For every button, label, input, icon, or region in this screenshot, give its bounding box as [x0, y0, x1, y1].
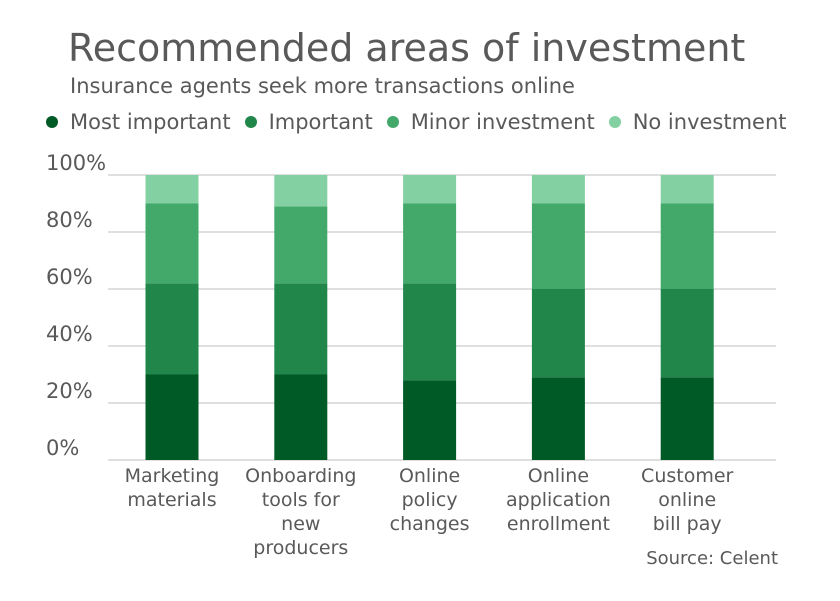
- x-tick-label: new: [281, 513, 320, 535]
- legend-label: Minor investment: [410, 110, 595, 134]
- y-tick-label: 80%: [46, 208, 93, 232]
- legend: Most important Important Minor investmen…: [46, 110, 801, 134]
- x-tick-label: Onboarding: [245, 465, 356, 487]
- y-tick-label: 100%: [46, 151, 106, 175]
- legend-label: No investment: [632, 110, 787, 134]
- bar-segment: [660, 175, 714, 204]
- x-tick-label: enrollment: [507, 513, 610, 535]
- bar-segment: [145, 175, 199, 204]
- x-tick-label: Customer: [641, 465, 733, 487]
- bar-segment: [403, 175, 457, 204]
- bar-segment: [403, 283, 457, 381]
- bar-segment: [145, 283, 199, 375]
- bar-segment: [274, 283, 328, 375]
- legend-swatch: [386, 116, 399, 128]
- x-tick-label: producers: [253, 537, 348, 559]
- bar-segment: [145, 374, 199, 460]
- bar-segment: [531, 175, 585, 204]
- legend-swatch: [608, 116, 621, 128]
- x-tick-label: changes: [390, 513, 470, 535]
- x-tick-label: materials: [127, 489, 216, 511]
- bar-segment: [660, 203, 714, 289]
- y-tick-label: 0%: [46, 436, 79, 460]
- bar-segment: [403, 203, 457, 284]
- legend-swatch: [244, 116, 257, 128]
- legend-item-most-important: Most important: [46, 110, 231, 134]
- x-tick-label: application: [506, 489, 611, 511]
- legend-swatch: [46, 116, 58, 128]
- bar-segment: [660, 377, 714, 460]
- legend-label: Important: [268, 110, 373, 134]
- legend-label: Most important: [70, 110, 231, 134]
- bar-segment: [403, 380, 457, 460]
- bar-segment: [531, 203, 585, 289]
- x-tick-label: Online: [399, 465, 460, 487]
- y-tick-label: 20%: [46, 379, 93, 403]
- bar-segment: [145, 203, 199, 284]
- source-note: Source: Celent: [646, 548, 778, 569]
- bar-segment: [274, 374, 328, 460]
- x-tick-label: policy: [402, 489, 458, 511]
- legend-item-important: Important: [244, 110, 373, 134]
- x-tick-label: Online: [528, 465, 589, 487]
- chart-subtitle: Insurance agents seek more transactions …: [70, 74, 575, 98]
- x-tick-label: tools for: [262, 489, 340, 511]
- y-tick-label: 40%: [46, 322, 93, 346]
- x-tick-label: Marketing: [125, 465, 220, 487]
- bar-segment: [274, 206, 328, 284]
- x-tick-label: bill pay: [653, 513, 722, 535]
- bar-segment: [531, 377, 585, 460]
- legend-item-minor-investment: Minor investment: [386, 110, 595, 134]
- bar-segment: [660, 289, 714, 378]
- x-tick-label: online: [658, 489, 716, 511]
- legend-item-no-investment: No investment: [608, 110, 787, 134]
- bar-segment: [531, 289, 585, 378]
- chart-title: Recommended areas of investment: [68, 26, 746, 70]
- bar-segment: [274, 175, 328, 207]
- y-tick-label: 60%: [46, 265, 93, 289]
